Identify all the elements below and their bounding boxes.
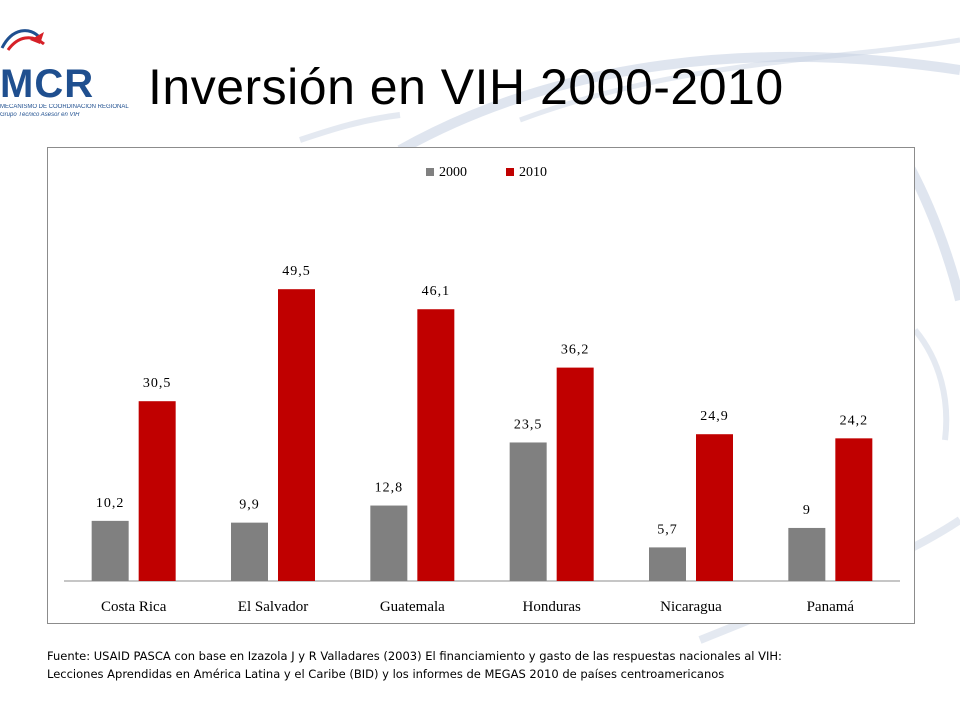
data-label-2010-3: 36,2 [561, 343, 590, 358]
chart-container: 2000 2010 10,2 30,5 Costa Rica 9,9 49,5 El Salv… [47, 147, 915, 624]
legend-label-2010: 2010 [519, 165, 547, 180]
bar-2000-5 [788, 527, 826, 581]
legend-swatch-2000 [426, 168, 434, 176]
data-label-2010-4: 24,9 [700, 409, 729, 424]
data-label-2010-1: 49,5 [282, 264, 311, 279]
data-label-2000-0: 10,2 [96, 496, 125, 511]
category-label-4: Nicaragua [660, 599, 722, 615]
data-label-2010-0: 30,5 [143, 376, 172, 391]
footnote-line-2: Lecciones Aprendidas en América Latina y… [47, 667, 725, 681]
bar-2010-0 [138, 401, 176, 581]
bar-2000-1 [231, 522, 268, 581]
legend-swatch-2010 [506, 168, 514, 176]
bar-2010-1 [278, 289, 315, 581]
footnote-line-1: Fuente: USAID PASCA con base en Izazola … [47, 649, 782, 663]
logo-emblem-icon [0, 29, 45, 51]
category-label-5: Panamá [807, 599, 855, 615]
bar-2010-4 [696, 434, 733, 581]
bar-2010-2 [417, 309, 455, 581]
logo-text: MCR [0, 62, 95, 106]
data-label-2000-3: 23,5 [514, 417, 543, 432]
category-label-1: El Salvador [238, 599, 308, 615]
legend-label-2000: 2000 [439, 165, 467, 180]
mcr-logo: MCR MECANISMO DE COORDINACIÓN REGIONAL G… [0, 18, 140, 118]
bar-2000-3 [509, 442, 547, 581]
data-label-2000-2: 12,8 [375, 481, 404, 496]
data-label-2000-1: 9,9 [239, 498, 260, 513]
source-footnote: Fuente: USAID PASCA con base en Izazola … [47, 647, 927, 683]
category-label-2: Guatemala [380, 599, 445, 615]
bar-2000-0 [91, 520, 129, 581]
bar-2010-5 [835, 438, 873, 581]
data-label-2010-2: 46,1 [422, 284, 451, 299]
bar-2010-3 [556, 367, 594, 581]
data-label-2010-5: 24,2 [840, 413, 869, 428]
slide-title: Inversión en VIH 2000-2010 [148, 59, 784, 115]
data-label-2000-5: 9 [803, 503, 811, 518]
category-label-3: Honduras [523, 599, 581, 615]
category-label-0: Costa Rica [101, 599, 167, 615]
data-label-2000-4: 5,7 [657, 522, 678, 537]
logo-tagline: Grupo Técnico Asesor en VIH [0, 112, 80, 118]
bar-2000-4 [649, 547, 686, 581]
bar-2000-2 [370, 505, 408, 581]
bar-chart: 2000 2010 10,2 30,5 Costa Rica 9,9 49,5 El Salv… [64, 165, 900, 615]
logo-subtitle: MECANISMO DE COORDINACIÓN REGIONAL [0, 104, 129, 110]
